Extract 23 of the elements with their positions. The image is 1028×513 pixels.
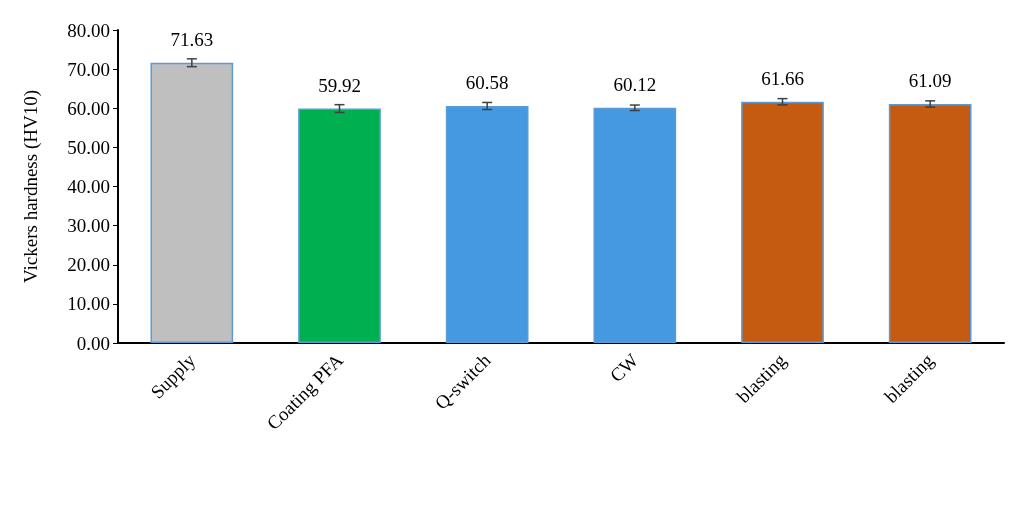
y-axis-title: Vickers hardness (HV10): [20, 89, 42, 284]
bar: [593, 107, 677, 343]
y-tick-label: 0.00: [76, 332, 110, 354]
x-tick-label: CW: [605, 349, 643, 387]
y-tick-label: 40.00: [67, 176, 110, 197]
y-tick-label: 80.00: [67, 19, 110, 41]
bar: [150, 62, 234, 343]
y-tick-label: 60.00: [67, 97, 110, 119]
bar: [741, 101, 824, 343]
y-tick-label: 50.00: [67, 136, 110, 158]
data-label: 71.63: [170, 28, 214, 50]
y-tick-label: 20.00: [67, 254, 110, 276]
bar: [298, 108, 381, 343]
data-label: 60.58: [465, 71, 509, 93]
data-label: 60.12: [613, 73, 657, 95]
data-label: 61.09: [908, 69, 952, 91]
data-label: 59.92: [318, 74, 361, 96]
bar: [888, 103, 972, 343]
y-tick-label: 10.00: [67, 293, 110, 315]
bar: [445, 105, 529, 343]
y-tick-label: 70.00: [67, 58, 110, 80]
y-tick-label: 30.00: [67, 215, 110, 237]
data-label: 61.66: [761, 67, 804, 89]
